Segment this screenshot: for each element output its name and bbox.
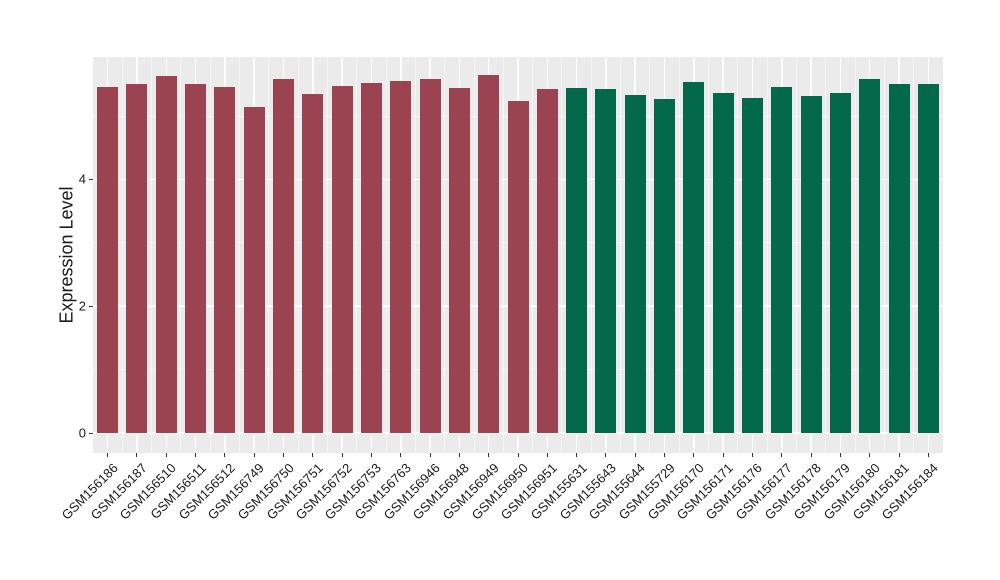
bar-GSM156176 xyxy=(741,97,763,433)
bar-GSM156751 xyxy=(302,94,324,433)
bar-GSM156749 xyxy=(243,106,265,433)
y-axis-tick-mark xyxy=(89,178,93,180)
y-axis-tick-mark xyxy=(89,432,93,434)
gridline-minor-vertical xyxy=(473,57,475,453)
bar-GSM156763 xyxy=(390,80,412,433)
gridline-minor-vertical xyxy=(913,57,915,453)
x-axis-tick-mark xyxy=(751,453,753,457)
gridline-minor-vertical xyxy=(620,57,622,453)
x-axis-tick-mark xyxy=(576,453,578,457)
gridline-minor-vertical xyxy=(854,57,856,453)
gridline-minor-vertical xyxy=(825,57,827,453)
bar-GSM156946 xyxy=(419,79,441,433)
plot-panel xyxy=(93,57,943,453)
x-axis-tick-mark xyxy=(400,453,402,457)
y-tick-label: 0 xyxy=(78,425,86,441)
gridline-minor-vertical xyxy=(268,57,270,453)
x-axis-tick-mark xyxy=(927,453,929,457)
gridline-minor-vertical xyxy=(239,57,241,453)
bar-GSM156179 xyxy=(829,93,851,433)
gridline-minor-vertical xyxy=(326,57,328,453)
bar-GSM155631 xyxy=(566,88,588,433)
y-axis-tick-mark xyxy=(89,305,93,307)
gridline-minor-vertical xyxy=(649,57,651,453)
y-tick-label: 2 xyxy=(78,298,86,314)
x-axis-tick-mark xyxy=(839,453,841,457)
x-axis-tick-mark xyxy=(722,453,724,457)
x-axis-tick-mark xyxy=(136,453,138,457)
bar-GSM156753 xyxy=(360,83,382,433)
bar-GSM156170 xyxy=(683,82,705,433)
gridline-minor-vertical xyxy=(297,57,299,453)
x-axis-tick-mark xyxy=(312,453,314,457)
x-axis-tick-mark xyxy=(869,453,871,457)
bar-GSM156184 xyxy=(917,83,939,433)
bar-GSM156186 xyxy=(97,86,119,433)
gridline-minor-vertical xyxy=(678,57,680,453)
x-axis-tick-mark xyxy=(370,453,372,457)
bar-GSM155643 xyxy=(595,89,617,433)
gridline-minor-vertical xyxy=(385,57,387,453)
x-axis-tick-mark xyxy=(517,453,519,457)
x-axis-tick-mark xyxy=(253,453,255,457)
gridline-minor-vertical xyxy=(561,57,563,453)
x-axis-tick-mark xyxy=(605,453,607,457)
x-axis-tick-mark xyxy=(195,453,197,457)
bar-GSM156750 xyxy=(273,79,295,433)
bar-GSM155729 xyxy=(654,98,676,433)
x-axis-tick-mark xyxy=(898,453,900,457)
x-axis-tick-mark xyxy=(107,453,109,457)
gridline-minor-vertical xyxy=(502,57,504,453)
gridline-minor-vertical xyxy=(708,57,710,453)
bar-GSM156510 xyxy=(155,76,177,433)
x-axis-tick-mark xyxy=(634,453,636,457)
bar-GSM156177 xyxy=(771,87,793,433)
bar-GSM156949 xyxy=(478,74,500,433)
x-axis-tick-mark xyxy=(488,453,490,457)
x-axis-tick-mark xyxy=(165,453,167,457)
gridline-minor-vertical xyxy=(356,57,358,453)
bar-GSM156752 xyxy=(331,86,353,433)
x-axis-tick-mark xyxy=(224,453,226,457)
gridline-minor-vertical xyxy=(590,57,592,453)
gridline-minor-vertical xyxy=(737,57,739,453)
gridline-minor-vertical xyxy=(444,57,446,453)
bar-GSM156951 xyxy=(536,89,558,433)
gridline-minor-vertical xyxy=(766,57,768,453)
bar-GSM156950 xyxy=(507,100,529,433)
x-axis-tick-mark xyxy=(458,453,460,457)
gridline-minor-vertical xyxy=(180,57,182,453)
bar-GSM156178 xyxy=(800,96,822,433)
bar-GSM156180 xyxy=(859,78,881,433)
x-axis-tick-mark xyxy=(810,453,812,457)
gridline-minor-vertical xyxy=(209,57,211,453)
x-axis-tick-mark xyxy=(546,453,548,457)
x-axis-tick-mark xyxy=(781,453,783,457)
x-axis-tick-mark xyxy=(693,453,695,457)
y-tick-label: 4 xyxy=(78,171,86,187)
gridline-minor-vertical xyxy=(883,57,885,453)
x-axis-tick-mark xyxy=(429,453,431,457)
bar-GSM156948 xyxy=(448,88,470,433)
gridline-minor-vertical xyxy=(121,57,123,453)
bar-GSM156512 xyxy=(214,86,236,433)
x-axis-tick-mark xyxy=(341,453,343,457)
x-axis-tick-mark xyxy=(664,453,666,457)
gridline-minor-vertical xyxy=(795,57,797,453)
bar-GSM156181 xyxy=(888,84,910,433)
bar-GSM156171 xyxy=(712,92,734,433)
gridline-minor-vertical xyxy=(414,57,416,453)
gridline-minor-vertical xyxy=(532,57,534,453)
x-axis-tick-mark xyxy=(283,453,285,457)
gridline-minor-vertical xyxy=(151,57,153,453)
bar-GSM155644 xyxy=(624,95,646,433)
bar-GSM156187 xyxy=(126,84,148,433)
bar-GSM156511 xyxy=(185,83,207,433)
